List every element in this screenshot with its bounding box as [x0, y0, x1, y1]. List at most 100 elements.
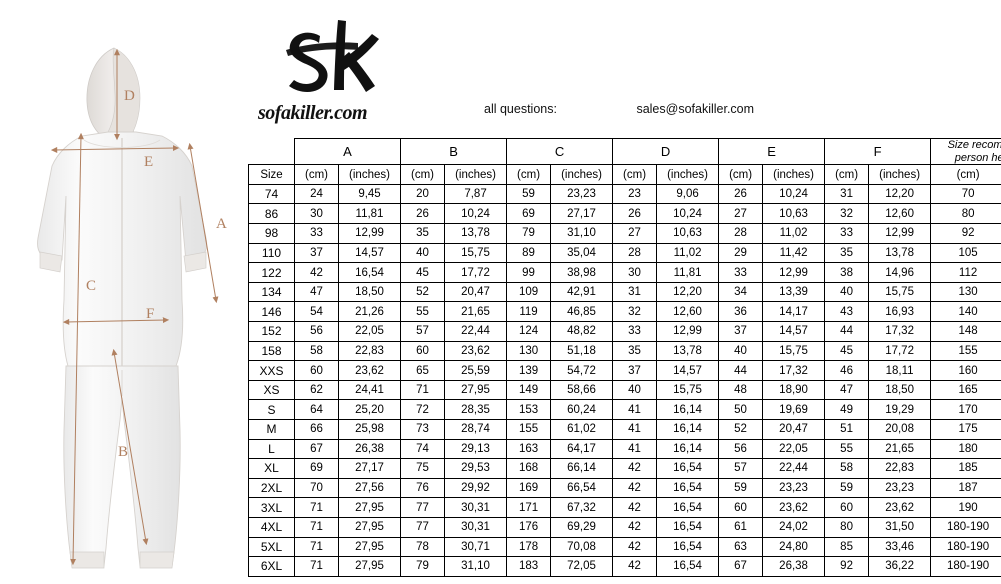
measurement-cell-a-in: 25,98 — [337, 419, 402, 440]
measurement-cell-d-cm: 35 — [612, 340, 658, 362]
measure-label-f: F — [146, 306, 154, 322]
measurement-cell-e-in: 24,02 — [762, 516, 826, 538]
measure-arrow-f — [62, 317, 170, 325]
measurement-cell-f-cm: 51 — [824, 419, 870, 440]
measurement-cell-b-in: 29,13 — [444, 438, 508, 460]
measurement-cell-a-in: 18,50 — [337, 281, 402, 303]
measurement-cell-c-in: 70,08 — [550, 536, 614, 558]
brand-wordmark: sofakiller.com — [258, 102, 368, 124]
measurement-cell-d-in: 16,54 — [656, 458, 720, 479]
measurement-cell-e-in: 10,24 — [762, 183, 826, 205]
measurement-cell-e-in: 11,02 — [762, 223, 826, 244]
measurement-cell-f-in: 16,93 — [868, 301, 932, 323]
measurement-cell-h-cm: 187 — [930, 477, 1001, 499]
measurement-cell-a-cm: 47 — [294, 281, 339, 303]
unit-header-b-in: (inches) — [444, 164, 508, 185]
measurement-cell-c-cm: 171 — [506, 497, 552, 518]
measurement-cell-e-in: 12,99 — [762, 262, 826, 283]
group-header-d: D — [612, 137, 720, 166]
measurement-cell-d-cm: 42 — [612, 477, 658, 499]
unit-header-a-in: (inches) — [337, 164, 402, 185]
measurement-cell-f-cm: 46 — [824, 360, 870, 381]
measurement-cell-d-in: 11,81 — [656, 262, 720, 283]
measurement-cell-d-cm: 23 — [612, 183, 658, 205]
measurement-cell-c-cm: 69 — [506, 203, 552, 225]
measurement-cell-e-cm: 40 — [718, 340, 764, 362]
measurement-cell-d-cm: 42 — [612, 497, 658, 518]
table-row: 4XL 71 27,95 77 30,31 176 69,29 42 16,54 61 24,02 8… — [248, 516, 1001, 538]
measurement-cell-e-cm: 63 — [718, 536, 764, 558]
measurement-cell-e-cm: 33 — [718, 262, 764, 283]
measurement-cell-d-in: 12,20 — [656, 281, 720, 303]
contact-email[interactable]: sales@sofakiller.com — [636, 102, 755, 116]
measurement-cell-a-in: 21,26 — [337, 301, 402, 323]
measurement-cell-h-cm: 112 — [930, 262, 1001, 283]
table-row: 158 58 22,83 60 23,62 130 51,18 35 13,78 40 15,75 4… — [248, 340, 1001, 362]
measurement-cell-b-cm: 20 — [400, 183, 446, 205]
measurement-cell-e-in: 14,57 — [762, 321, 826, 342]
group-header-e: E — [718, 137, 826, 166]
measurement-cell-c-in: 67,32 — [550, 497, 614, 518]
measurement-cell-a-cm: 71 — [294, 556, 339, 577]
measurement-cell-f-in: 14,96 — [868, 262, 932, 283]
measurement-cell-f-in: 23,62 — [868, 497, 932, 518]
measurement-cell-a-cm: 58 — [294, 340, 339, 362]
measurement-cell-c-cm: 168 — [506, 458, 552, 479]
measurement-cell-f-in: 18,50 — [868, 379, 932, 401]
measurement-cell-d-cm: 26 — [612, 203, 658, 225]
measurement-cell-a-cm: 64 — [294, 399, 339, 420]
table-row: 122 42 16,54 45 17,72 99 38,98 30 11,81 33 12,99 38… — [248, 262, 1001, 283]
measurement-cell-h-cm: 160 — [930, 360, 1001, 381]
group-header-b: B — [400, 137, 508, 166]
measurement-cell-f-in: 17,32 — [868, 321, 932, 342]
measurement-cell-c-cm: 79 — [506, 223, 552, 244]
measurement-cell-b-cm: 57 — [400, 321, 446, 342]
measurement-cell-e-cm: 57 — [718, 458, 764, 479]
measurement-cell-a-in: 27,95 — [337, 516, 402, 538]
measurement-cell-d-cm: 41 — [612, 399, 658, 420]
contact-label: all questions: — [484, 102, 557, 116]
measurement-cell-b-cm: 77 — [400, 497, 446, 518]
table-row: S 64 25,20 72 28,35 153 60,24 41 16,14 50 19,69 49 1… — [248, 399, 1001, 420]
measure-label-c: C — [86, 278, 96, 294]
measurement-cell-c-cm: 155 — [506, 419, 552, 440]
measurement-cell-f-cm: 60 — [824, 497, 870, 518]
measurement-cell-f-cm: 38 — [824, 262, 870, 283]
measurement-cell-b-cm: 74 — [400, 438, 446, 460]
measurement-cell-h-cm: 180-190 — [930, 556, 1001, 577]
measurement-cell-d-cm: 37 — [612, 360, 658, 381]
measurement-cell-c-in: 61,02 — [550, 419, 614, 440]
measurement-cell-a-cm: 71 — [294, 497, 339, 518]
size-cell: 152 — [248, 321, 295, 342]
size-cell: 98 — [248, 223, 295, 244]
measurement-cell-d-cm: 31 — [612, 281, 658, 303]
size-cell: 122 — [248, 262, 295, 283]
measurement-cell-c-in: 27,17 — [550, 203, 614, 225]
table-row: 6XL 71 27,95 79 31,10 183 72,05 42 16,54 67 26,38 9… — [248, 556, 1001, 577]
measurement-cell-a-cm: 33 — [294, 223, 339, 244]
measure-arrow-c — [70, 132, 84, 566]
measurement-cell-d-cm: 33 — [612, 321, 658, 342]
table-row: 110 37 14,57 40 15,75 89 35,04 28 11,02 29 11,42 35… — [248, 242, 1001, 264]
measurement-cell-h-cm: 70 — [930, 183, 1001, 205]
measurement-cell-a-cm: 66 — [294, 419, 339, 440]
measure-arrow-a — [187, 142, 219, 304]
measurement-cell-c-cm: 99 — [506, 262, 552, 283]
measurement-cell-e-in: 24,80 — [762, 536, 826, 558]
measurement-cell-e-cm: 26 — [718, 183, 764, 205]
measurement-cell-b-in: 27,95 — [444, 379, 508, 401]
measurement-cell-e-cm: 67 — [718, 556, 764, 577]
measurement-cell-a-cm: 67 — [294, 438, 339, 460]
measurement-cell-e-in: 14,17 — [762, 301, 826, 323]
size-table-container: A B C D E F Size recommendation by perso… — [248, 137, 1001, 577]
measurement-cell-e-in: 18,90 — [762, 379, 826, 401]
measurement-cell-f-in: 17,72 — [868, 340, 932, 362]
size-cell: 2XL — [248, 477, 295, 499]
measurement-cell-f-cm: 32 — [824, 203, 870, 225]
measurement-cell-a-in: 12,99 — [337, 223, 402, 244]
size-cell: 146 — [248, 301, 295, 323]
measurement-cell-c-in: 46,85 — [550, 301, 614, 323]
measurement-cell-d-cm: 27 — [612, 223, 658, 244]
measurement-cell-b-cm: 78 — [400, 536, 446, 558]
measurement-cell-d-in: 16,54 — [656, 477, 720, 499]
